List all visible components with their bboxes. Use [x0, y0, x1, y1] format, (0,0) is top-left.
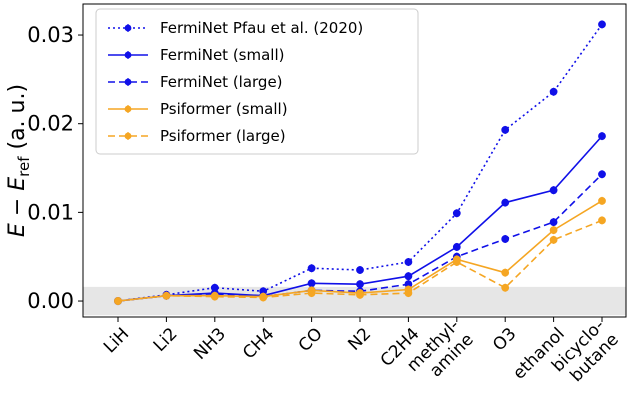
data-point	[356, 280, 364, 289]
data-point	[598, 196, 606, 205]
data-point	[598, 170, 606, 179]
legend-marker	[124, 105, 132, 113]
legend-entry-0: FermiNet Pfau et al. (2020)	[108, 19, 363, 37]
data-point	[259, 293, 268, 302]
legend-box	[95, 8, 419, 155]
data-point	[598, 132, 606, 141]
data-point	[307, 279, 316, 288]
series-4	[114, 216, 606, 306]
legend-label: FermiNet (large)	[160, 73, 283, 91]
data-point	[501, 198, 510, 207]
data-point	[549, 226, 558, 235]
y-tick-label: 0.00	[27, 289, 74, 313]
data-point	[598, 216, 606, 225]
data-point	[598, 20, 606, 29]
data-point	[356, 266, 364, 274]
y-axis-label: E − Eref (a. u.)	[5, 84, 33, 237]
data-point	[404, 272, 413, 281]
legend-entry-3: Psiformer (small)	[108, 100, 288, 118]
legend-entry-4: Psiformer (large)	[108, 127, 286, 145]
legend-label: Psiformer (small)	[160, 100, 288, 118]
series-line	[117, 23, 603, 302]
legend: FermiNet Pfau et al. (2020) FermiNet (sma…	[95, 8, 419, 155]
y-axis-label-unit: (a. u.)	[5, 84, 30, 157]
data-point	[501, 283, 510, 292]
legend-marker	[124, 51, 132, 59]
series-layer	[114, 20, 606, 306]
data-point	[452, 209, 461, 218]
data-point	[404, 258, 413, 266]
legend-marker	[124, 24, 132, 32]
y-axis-label-subscript: ref	[15, 156, 33, 177]
data-point	[549, 186, 558, 195]
data-point	[210, 292, 219, 301]
data-point	[307, 289, 316, 297]
data-point	[307, 264, 316, 273]
y-tick-label: 0.03	[27, 23, 74, 47]
data-point	[404, 289, 413, 297]
data-point	[162, 291, 171, 300]
legend-marker	[124, 132, 132, 140]
y-tick-label: 0.02	[27, 112, 74, 136]
data-point	[501, 268, 510, 277]
legend-label: FermiNet (small)	[160, 46, 284, 64]
axes-frame	[82, 3, 627, 318]
legend-marker	[124, 78, 132, 86]
y-tick-label: 0.01	[27, 200, 74, 224]
data-point	[549, 218, 558, 227]
y-axis-label-layer: E − Eref (a. u.)	[5, 84, 33, 237]
y-axis-label-main: E − E	[5, 177, 30, 237]
legend-entry-1: FermiNet (small)	[108, 46, 284, 64]
legend-entry-2: FermiNet (large)	[108, 73, 283, 91]
data-point	[549, 87, 558, 96]
data-point	[549, 235, 558, 244]
data-point	[501, 235, 510, 243]
data-point	[501, 126, 510, 134]
data-point	[452, 258, 461, 266]
legend-label: FermiNet Pfau et al. (2020)	[160, 19, 363, 37]
data-point	[452, 243, 461, 251]
legend-label: Psiformer (large)	[160, 127, 286, 145]
data-point	[356, 290, 364, 299]
data-point	[114, 297, 122, 305]
